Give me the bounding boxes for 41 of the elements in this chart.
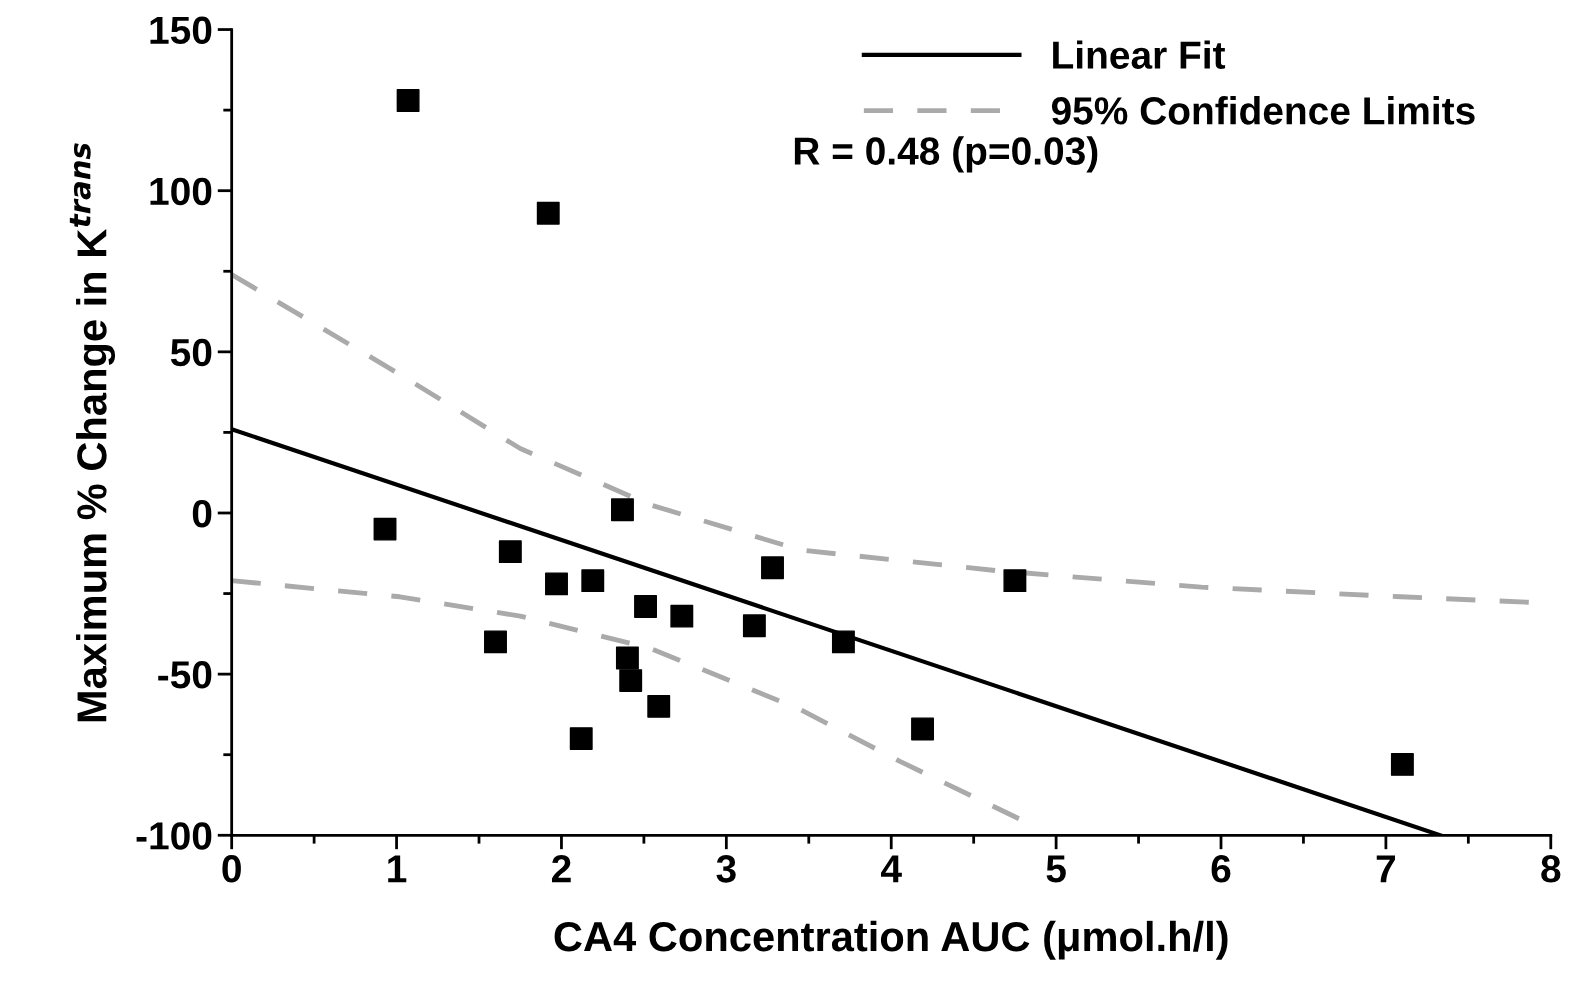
point <box>545 572 568 596</box>
point <box>611 498 634 522</box>
y-tick-label: -50 <box>158 661 212 689</box>
y-tick-label: -100 <box>136 822 212 850</box>
point <box>484 630 507 654</box>
x-tick-label: 3 <box>716 855 736 883</box>
point <box>742 614 766 638</box>
point <box>615 646 639 670</box>
x-tick-label: 1 <box>388 855 407 883</box>
x-tick-label: 8 <box>1541 855 1561 883</box>
y-tick-label: 50 <box>170 338 212 367</box>
point <box>647 694 671 718</box>
x-tick-label: 5 <box>1046 855 1066 883</box>
point <box>911 717 935 741</box>
x-tick-label: 6 <box>1211 855 1231 883</box>
x-tick-label: 0 <box>222 855 241 883</box>
legend-label: 95% Confidence Limits <box>1051 96 1475 125</box>
x-tick-label: 2 <box>551 855 571 883</box>
x-tick-label: 4 <box>881 855 902 883</box>
y-tick-label: 100 <box>150 177 212 206</box>
point <box>761 556 784 580</box>
point <box>581 569 605 593</box>
y-axis-title: Maximum % Change in K$^{trans}$ <box>69 143 116 722</box>
y-tick-label: 0 <box>192 499 212 528</box>
point <box>396 89 420 112</box>
point <box>1390 752 1414 776</box>
annotation: R = 0.48 (p=0.03) <box>794 136 1098 173</box>
x-tick-label: 7 <box>1376 855 1395 883</box>
point <box>619 669 643 693</box>
point <box>634 594 657 618</box>
point <box>373 517 397 541</box>
point <box>536 201 560 225</box>
x-axis-title: CA4 Concentration AUC (μmol.h/l) <box>554 920 1228 960</box>
point <box>569 727 593 751</box>
legend-label: Linear Fit <box>1053 40 1226 69</box>
point <box>670 604 694 628</box>
point <box>1003 569 1027 593</box>
point <box>831 630 855 654</box>
y-tick-label: 150 <box>150 16 212 45</box>
line-series <box>231 578 1023 822</box>
point <box>498 540 522 564</box>
